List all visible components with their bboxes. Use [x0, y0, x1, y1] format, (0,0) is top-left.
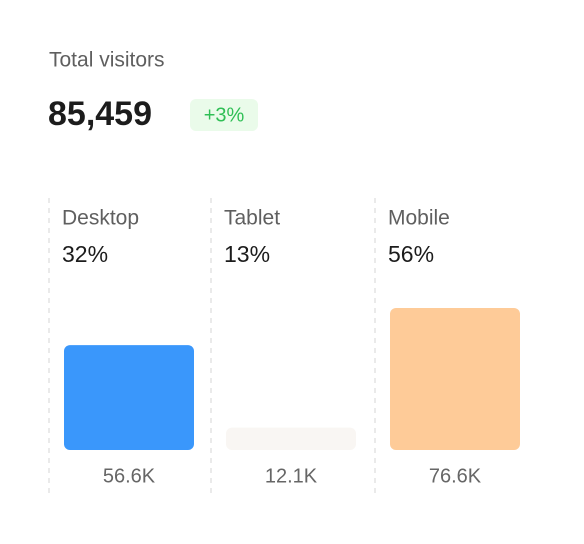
category-label: Tablet	[224, 207, 280, 230]
share-label: 32%	[62, 241, 108, 267]
share-label: 13%	[224, 241, 270, 267]
value-label: 56.6K	[103, 465, 156, 487]
value-label: 12.1K	[265, 465, 318, 487]
bar	[226, 427, 356, 450]
bar	[390, 308, 520, 450]
value-label: 76.6K	[429, 465, 482, 487]
total-value: 85,459	[48, 95, 152, 133]
change-badge	[190, 99, 258, 131]
category-label: Desktop	[62, 207, 139, 230]
share-label: 56%	[388, 241, 434, 267]
card-title: Total visitors	[49, 49, 165, 72]
change-value: +3%	[204, 104, 245, 126]
bar	[64, 345, 194, 450]
category-label: Mobile	[388, 207, 450, 230]
